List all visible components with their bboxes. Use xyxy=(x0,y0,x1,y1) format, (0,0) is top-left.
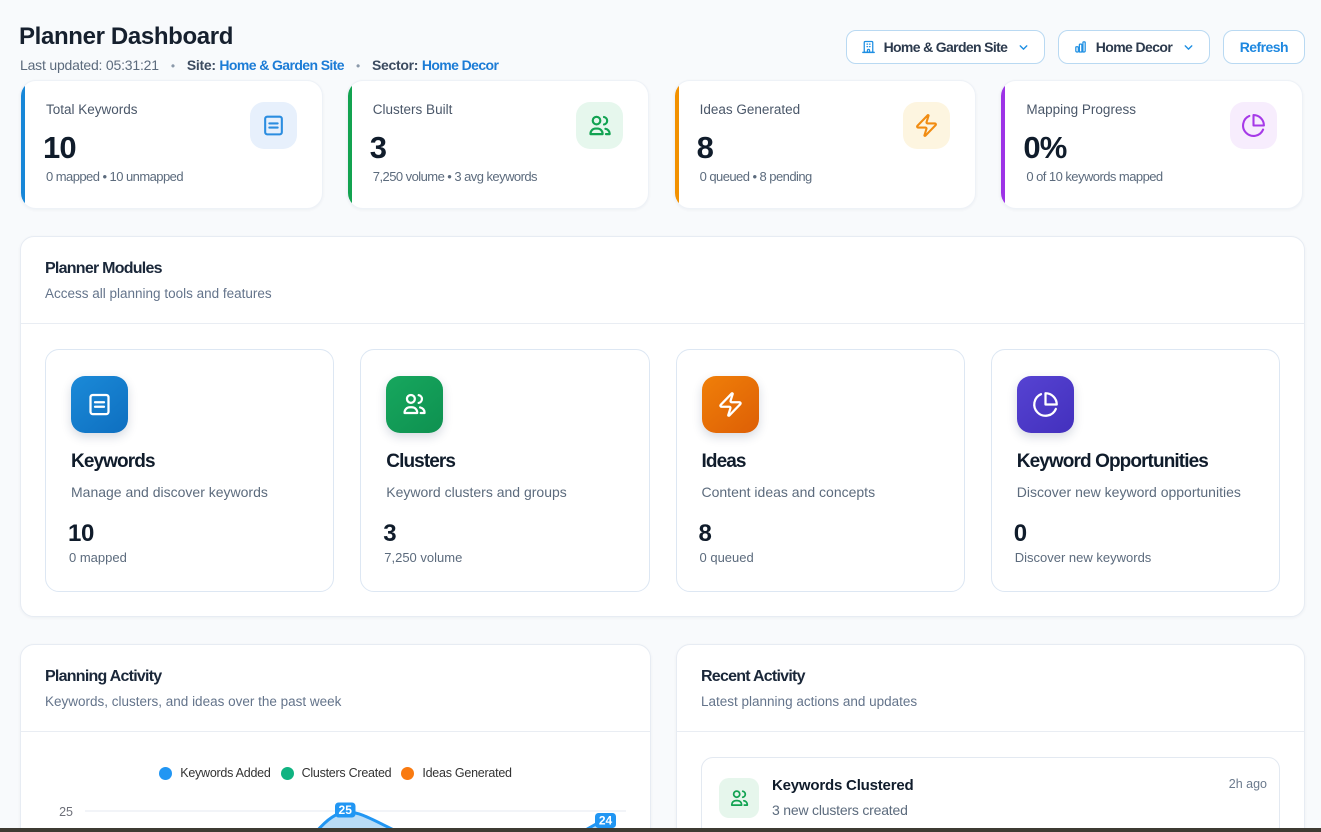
svg-text:24: 24 xyxy=(599,814,613,828)
svg-text:25: 25 xyxy=(59,805,73,819)
svg-text:25: 25 xyxy=(339,803,353,817)
